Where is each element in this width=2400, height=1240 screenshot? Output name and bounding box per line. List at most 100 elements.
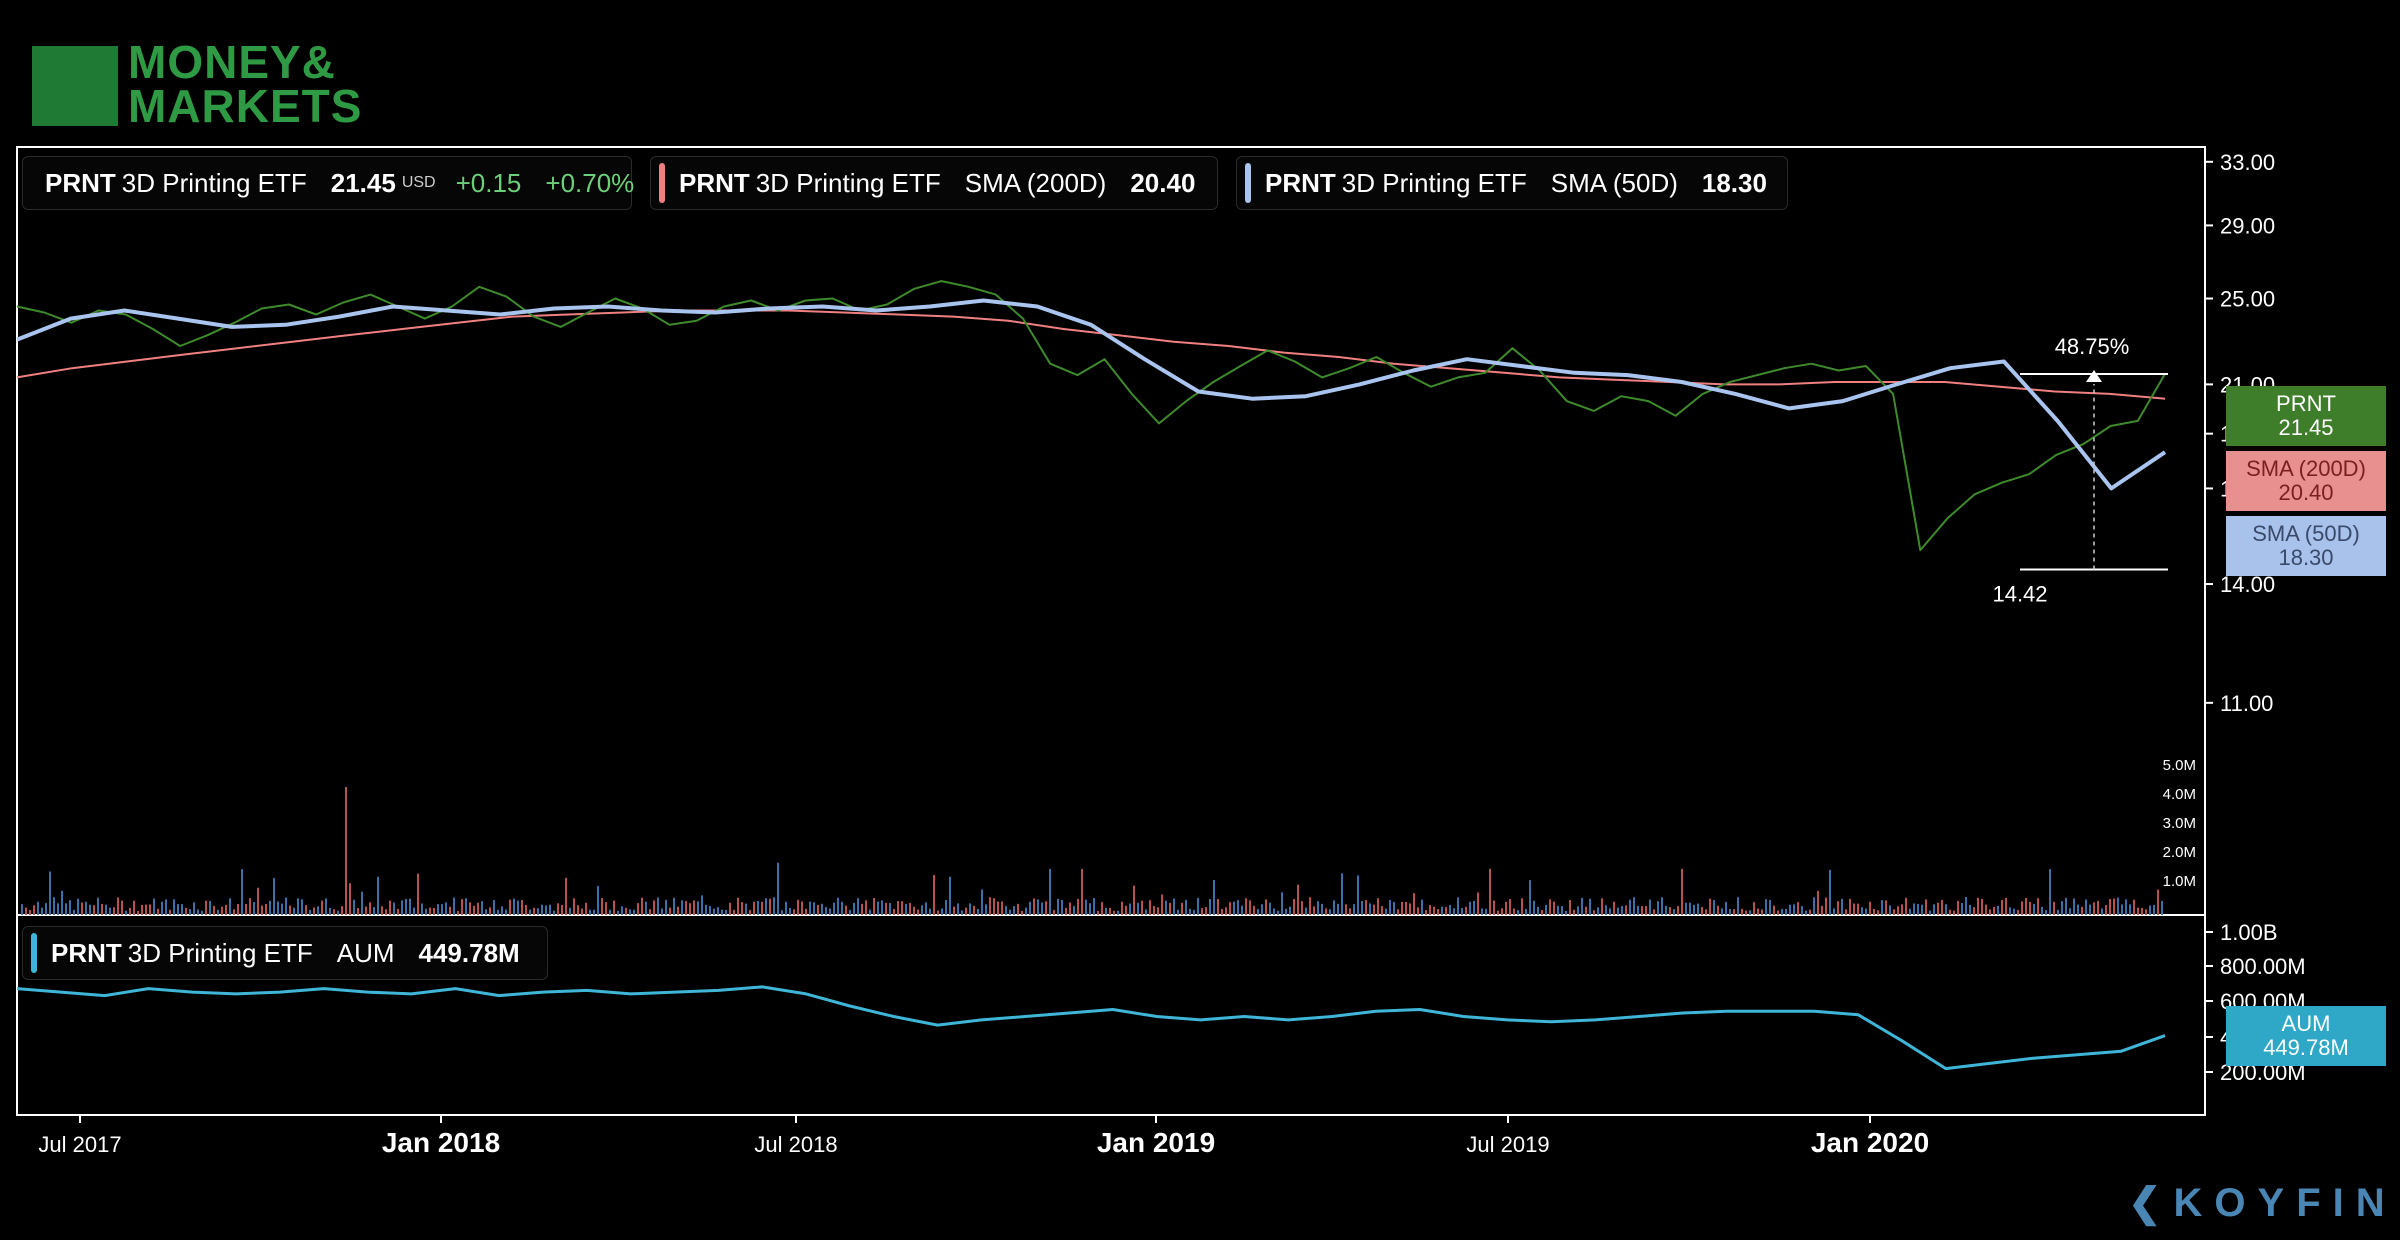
legend-name: 3D Printing ETF (755, 167, 941, 198)
volume-bar (813, 902, 815, 915)
legend-sma-200[interactable]: PRNT 3D Printing ETF SMA (200D) 20.40 (650, 156, 1218, 210)
volume-bar (453, 897, 455, 915)
volume-bar (269, 900, 271, 915)
volume-bar (2161, 900, 2163, 915)
volume-bar (697, 901, 699, 915)
volume-bar (2025, 897, 2027, 915)
volume-bar (285, 897, 287, 915)
volume-bar (361, 891, 363, 915)
price-tag-sma-50: SMA (50D) 18.30 (2226, 516, 2386, 576)
volume-bar (341, 906, 343, 915)
volume-bar (669, 907, 671, 915)
volume-bar (229, 898, 231, 915)
volume-bar (673, 897, 675, 915)
volume-bar (997, 901, 999, 915)
volume-bar (1377, 898, 1379, 915)
volume-bar (1621, 906, 1623, 915)
volume-bar (801, 901, 803, 915)
volume-bar (1189, 908, 1191, 915)
volume-bar (1769, 899, 1771, 915)
volume-bar (1177, 909, 1179, 915)
legend-ticker: PRNT (679, 167, 750, 198)
volume-bar (77, 898, 79, 915)
price-tag-prnt: PRNT 21.45 (2226, 386, 2386, 446)
volume-bar (637, 903, 639, 915)
volume-bar (473, 905, 475, 915)
volume-bar (197, 909, 199, 915)
volume-bar (2105, 905, 2107, 915)
volume-bar (1369, 903, 1371, 915)
volume-bar (957, 903, 959, 915)
volume-bar (161, 901, 163, 915)
volume-bar (725, 910, 727, 915)
volume-bar (1545, 904, 1547, 915)
volume-bar (2137, 907, 2139, 915)
legend-aum[interactable]: PRNT 3D Printing ETF AUM 449.78M (22, 926, 548, 980)
legend-prnt[interactable]: PRNT 3D Printing ETF 21.45 USD +0.15 +0.… (22, 156, 634, 210)
volume-bar (945, 899, 947, 915)
volume-bar (1073, 906, 1075, 915)
volume-bar (49, 871, 51, 915)
volume-bar (1021, 910, 1023, 915)
volume-bar (1785, 908, 1787, 915)
volume-bar (69, 900, 71, 915)
volume-bar (925, 902, 927, 915)
volume-bar (1553, 901, 1555, 915)
volume-bar (2045, 910, 2047, 915)
volume-bar (661, 908, 663, 915)
legend-sma-50[interactable]: PRNT 3D Printing ETF SMA (50D) 18.30 (1236, 156, 1788, 210)
volume-bar (141, 904, 143, 915)
tag-title: SMA (50D) (2252, 521, 2360, 546)
volume-bar (397, 909, 399, 915)
volume-bar (89, 904, 91, 915)
volume-bar (769, 898, 771, 915)
volume-bar (965, 907, 967, 915)
volume-bar (133, 900, 135, 915)
volume-bar (1081, 868, 1083, 915)
logo-line-1: MONEY& (128, 36, 336, 88)
volume-bar (1561, 906, 1563, 915)
volume-bar (1129, 903, 1131, 915)
volume-bar (1333, 900, 1335, 915)
volume-bar (1857, 903, 1859, 915)
volume-bar (949, 876, 951, 915)
volume-bar (1817, 890, 1819, 915)
volume-bar (417, 873, 419, 915)
volume-bar (1917, 904, 1919, 915)
volume-bar (193, 902, 195, 915)
volume-bar (1205, 907, 1207, 915)
volume-bar (297, 898, 299, 915)
volume-bar (849, 910, 851, 915)
volume-bar (825, 906, 827, 915)
x-tick-label: Jan 2018 (382, 1127, 500, 1158)
volume-bar (953, 906, 955, 915)
volume-bar (2049, 869, 2051, 915)
volume-bar (389, 900, 391, 915)
volume-bar (2057, 909, 2059, 915)
volume-bar (557, 903, 559, 915)
volume-bar (129, 907, 131, 915)
volume-bar (349, 883, 351, 915)
volume-bar (2121, 904, 2123, 915)
volume-bar (641, 897, 643, 915)
volume-bar (105, 904, 107, 915)
volume-bar (1445, 907, 1447, 915)
volume-bar (817, 904, 819, 915)
volume-bar (1361, 900, 1363, 915)
volume-bar (733, 909, 735, 915)
volume-bar (1173, 898, 1175, 915)
volume-bar (2109, 899, 2111, 915)
volume-bar (1313, 906, 1315, 915)
tag-value: 449.78M (2263, 1035, 2349, 1060)
volume-bar (1937, 902, 1939, 915)
volume-bar (1149, 900, 1151, 915)
volume-bar (481, 901, 483, 915)
volume-bar (1413, 893, 1415, 915)
koyfin-icon: ❮ (2128, 1181, 2174, 1225)
volume-bar (109, 907, 111, 915)
volume-bar (1541, 910, 1543, 915)
volume-bar (429, 907, 431, 915)
volume-bar (1709, 898, 1711, 915)
volume-bar (1353, 904, 1355, 915)
volume-tick-label: 3.0M (2163, 815, 2196, 832)
